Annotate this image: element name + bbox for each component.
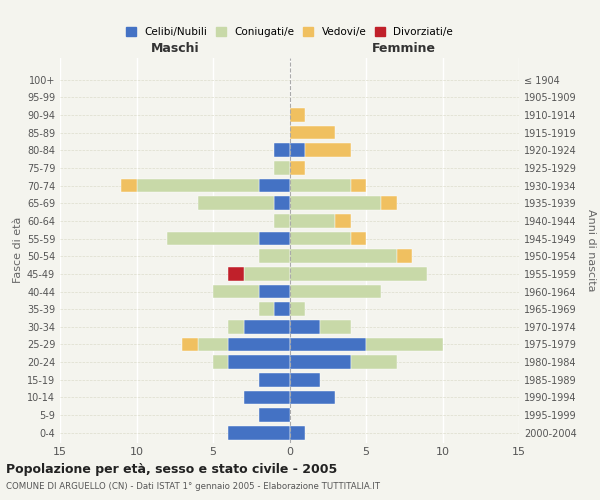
Bar: [167, 232, 259, 245]
Bar: [290, 144, 305, 157]
Bar: [244, 267, 290, 280]
Bar: [290, 373, 320, 386]
Y-axis label: Fasce di età: Fasce di età: [13, 217, 23, 283]
Bar: [290, 161, 305, 175]
Bar: [229, 356, 290, 369]
Bar: [290, 356, 350, 369]
Bar: [182, 338, 198, 351]
Bar: [290, 284, 382, 298]
Bar: [198, 338, 229, 351]
Bar: [382, 196, 397, 210]
Bar: [290, 390, 335, 404]
Bar: [259, 408, 290, 422]
Y-axis label: Anni di nascita: Anni di nascita: [586, 209, 596, 291]
Bar: [244, 320, 290, 334]
Bar: [290, 178, 350, 192]
Bar: [397, 250, 412, 263]
Bar: [320, 320, 351, 334]
Bar: [259, 373, 290, 386]
Bar: [290, 302, 305, 316]
Text: Maschi: Maschi: [151, 42, 199, 55]
Bar: [305, 144, 350, 157]
Bar: [259, 250, 290, 263]
Bar: [290, 108, 305, 122]
Bar: [290, 196, 382, 210]
Bar: [290, 338, 366, 351]
Bar: [350, 232, 366, 245]
Bar: [274, 214, 290, 228]
Bar: [290, 267, 427, 280]
Bar: [274, 161, 290, 175]
Bar: [350, 356, 397, 369]
Bar: [228, 320, 244, 334]
Bar: [259, 284, 290, 298]
Bar: [259, 232, 290, 245]
Text: Popolazione per età, sesso e stato civile - 2005: Popolazione per età, sesso e stato civil…: [6, 462, 337, 475]
Bar: [335, 214, 350, 228]
Bar: [350, 178, 366, 192]
Bar: [259, 178, 290, 192]
Bar: [137, 178, 259, 192]
Bar: [290, 126, 335, 140]
Bar: [290, 426, 305, 440]
Bar: [229, 338, 290, 351]
Bar: [244, 390, 290, 404]
Bar: [229, 426, 290, 440]
Bar: [213, 356, 229, 369]
Bar: [290, 214, 335, 228]
Bar: [259, 302, 274, 316]
Bar: [228, 267, 244, 280]
Bar: [121, 178, 137, 192]
Bar: [213, 284, 259, 298]
Text: COMUNE DI ARGUELLO (CN) - Dati ISTAT 1° gennaio 2005 - Elaborazione TUTTITALIA.I: COMUNE DI ARGUELLO (CN) - Dati ISTAT 1° …: [6, 482, 380, 491]
Bar: [274, 144, 290, 157]
Bar: [274, 302, 290, 316]
Bar: [366, 338, 443, 351]
Legend: Celibi/Nubili, Coniugati/e, Vedovi/e, Divorziati/e: Celibi/Nubili, Coniugati/e, Vedovi/e, Di…: [122, 24, 457, 40]
Text: Femmine: Femmine: [372, 42, 436, 55]
Bar: [290, 320, 320, 334]
Bar: [290, 232, 350, 245]
Bar: [274, 196, 290, 210]
Bar: [290, 250, 397, 263]
Bar: [198, 196, 274, 210]
